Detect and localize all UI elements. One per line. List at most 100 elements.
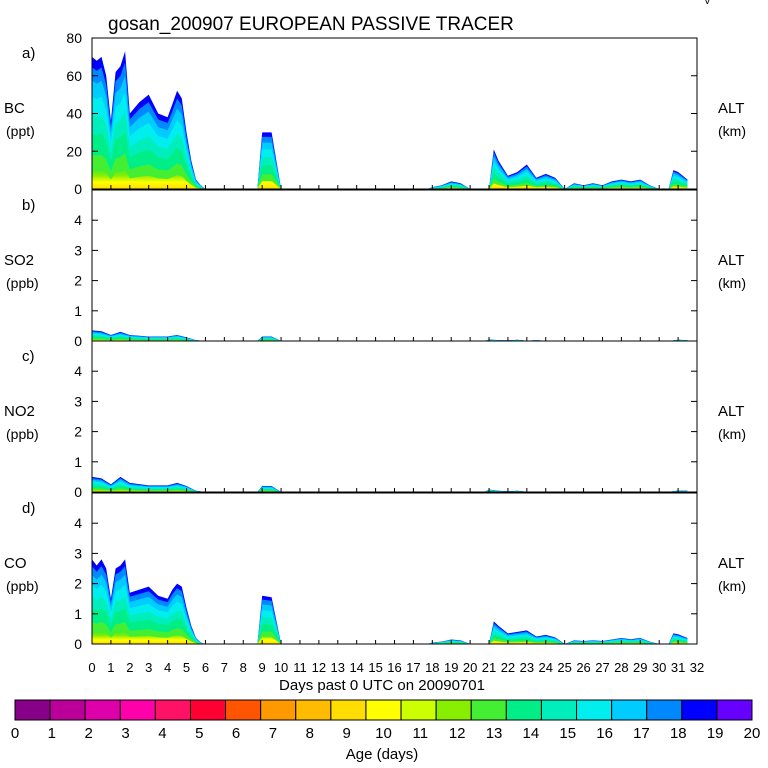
x-tick-label: 6 <box>202 660 209 675</box>
x-tick-label: 14 <box>349 660 363 675</box>
species-unit: (ppb) <box>6 275 39 291</box>
panel-label: c) <box>22 348 35 365</box>
x-tick-label: 4 <box>164 660 171 675</box>
x-tick-label: 17 <box>406 660 420 675</box>
colorbar-tick-label: 17 <box>633 725 650 742</box>
area-band-3-13 <box>92 169 688 189</box>
x-tick-label: 28 <box>614 660 628 675</box>
colorbar-tick-label: 12 <box>449 725 466 742</box>
x-tick-label: 20 <box>463 660 477 675</box>
panel-bc: 0 20 40 60 80 a) BC (ppt) ALT (km) <box>4 30 746 197</box>
colorbar-swatch <box>14 699 51 721</box>
x-tick-label: 32 <box>690 660 704 675</box>
x-tick-label: 18 <box>425 660 439 675</box>
panels: 020406080a)BC(ppt)ALT(km)01234b)SO2(ppb)… <box>4 30 746 652</box>
y-tick-label: 4 <box>74 212 82 228</box>
y-tick-label: 3 <box>74 393 82 409</box>
colorbar-swatch <box>260 699 297 721</box>
colorbar-tick-label: 10 <box>375 725 392 742</box>
colorbar-tick-label: 1 <box>48 725 56 742</box>
x-tick-label: 23 <box>520 660 534 675</box>
x-tick-label: 9 <box>259 660 266 675</box>
panel-label: a) <box>22 45 35 62</box>
colorbar-swatch <box>154 699 191 721</box>
colorbar-tick-label: 11 <box>413 725 429 742</box>
y-tick-label: 1 <box>74 303 82 319</box>
colorbar-swatch <box>470 699 507 721</box>
x-tick-label: 29 <box>633 660 647 675</box>
x-tick-label: 21 <box>482 660 496 675</box>
y-tick-label: 1 <box>74 454 82 470</box>
y-tick-label: 60 <box>66 68 82 84</box>
alt-unit: (km) <box>718 578 746 594</box>
species-label: CO <box>4 555 27 572</box>
y-tick-label: 2 <box>74 576 82 592</box>
y-tick-label: 3 <box>74 545 82 561</box>
panel-so2: 0 1 2 3 4 b) SO2 (ppb) ALT (km) <box>4 189 746 349</box>
colorbar-swatch <box>365 699 402 721</box>
colorbar-tick-label: 0 <box>11 725 19 742</box>
x-tick-label: 2 <box>126 660 133 675</box>
colorbar-swatch <box>611 699 648 721</box>
y-tick-label: 2 <box>74 273 82 289</box>
x-tick-label: 24 <box>539 660 553 675</box>
colorbar-tick-label: 3 <box>121 725 129 742</box>
x-tick-label: 11 <box>293 660 307 675</box>
y-tick-label: 0 <box>74 636 82 652</box>
colorbar-tick-label: 13 <box>486 725 503 742</box>
colorbar-swatch <box>49 699 86 721</box>
species-unit: (ppt) <box>6 123 35 139</box>
colorbar-label: Age (days) <box>346 746 419 763</box>
colorbar-swatch <box>505 699 542 721</box>
colorbar-tick-label: 9 <box>342 725 350 742</box>
x-tick-label: 5 <box>183 660 190 675</box>
colorbar-swatch <box>576 699 613 721</box>
y-tick-label: 20 <box>66 143 82 159</box>
colorbar-tick-label: 7 <box>269 725 277 742</box>
colorbar-tick-label: 19 <box>707 725 724 742</box>
corner-mark: V <box>704 0 711 7</box>
colorbar-swatch <box>119 699 156 721</box>
y-tick-label: 40 <box>66 106 82 122</box>
colorbar-swatch <box>716 699 753 721</box>
x-tick-label: 15 <box>368 660 382 675</box>
panel-frame <box>91 340 698 493</box>
colorbar-swatch <box>646 699 683 721</box>
x-tick-label: 7 <box>221 660 228 675</box>
alt-label: ALT <box>718 252 744 269</box>
y-tick-label: 1 <box>74 606 82 622</box>
x-axis-label: Days past 0 UTC on 20090701 <box>279 677 485 694</box>
colorbar-swatch <box>681 699 718 721</box>
x-tick-label: 26 <box>576 660 590 675</box>
x-axis: 0 1 2 3 4 5 6 7 8 9 10 11 12 13 14 15 16 17 18 19 20 21 22 23 24… <box>88 660 704 675</box>
species-unit: (ppb) <box>6 578 39 594</box>
area-band-3-13 <box>92 632 688 644</box>
colorbar-swatch <box>540 699 578 721</box>
alt-label: ALT <box>718 100 744 117</box>
colorbar-tick-label: 5 <box>195 725 203 742</box>
x-tick-label: 12 <box>312 660 326 675</box>
x-tick-label: 0 <box>88 660 95 675</box>
colorbar-swatch <box>84 699 121 721</box>
x-tick-label: 19 <box>444 660 458 675</box>
panel-no2: 0 1 2 3 4 c) NO2 (ppb) ALT (km) <box>4 340 746 500</box>
colorbar-tick-label: 20 <box>744 725 761 742</box>
colorbar-swatch <box>400 699 437 721</box>
colorbar-swatch <box>330 699 367 721</box>
panel-co: 0 1 2 3 4 d) CO (ppb) ALT (km) <box>4 492 746 652</box>
x-tick-label: 16 <box>387 660 401 675</box>
y-tick-label: 80 <box>66 30 82 46</box>
colorbar-swatch <box>435 699 472 721</box>
panel-frame <box>91 189 698 342</box>
colorbar-tick-label: 18 <box>670 725 687 742</box>
species-label: BC <box>4 100 25 117</box>
colorbar-tick-label: 4 <box>158 725 166 742</box>
x-tick-label: 31 <box>671 660 685 675</box>
colorbar: 0 1 2 3 4 5 6 7 8 9 10 11 12 13 14 15 16 17 18 19 20 <box>11 699 761 742</box>
x-tick-label: 27 <box>595 660 609 675</box>
x-tick-label: 8 <box>240 660 247 675</box>
colorbar-tick-label: 14 <box>523 725 540 742</box>
panel-label: b) <box>22 197 35 214</box>
y-tick-label: 0 <box>74 484 82 500</box>
